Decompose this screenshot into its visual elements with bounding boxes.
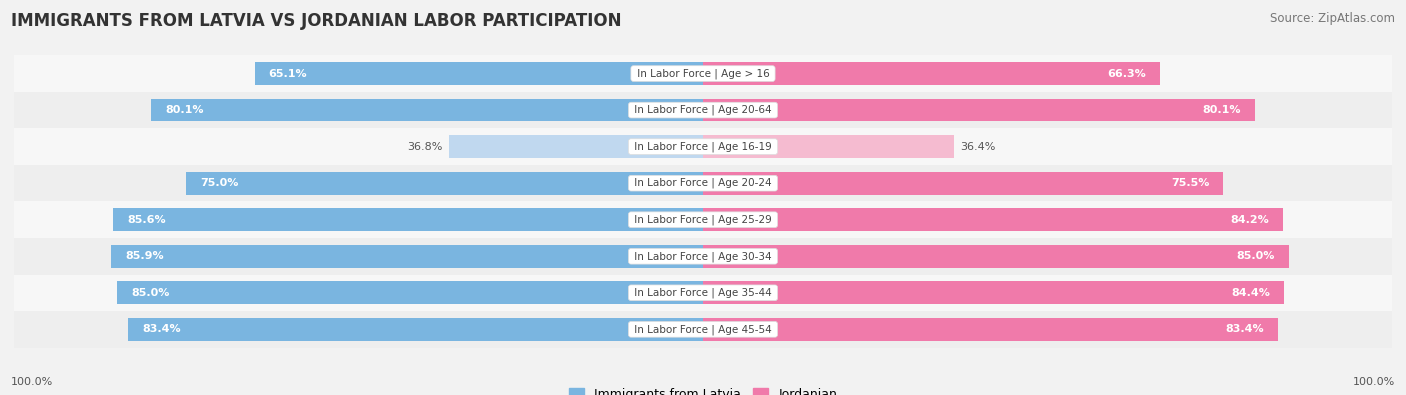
Text: 80.1%: 80.1% bbox=[165, 105, 204, 115]
Text: 36.8%: 36.8% bbox=[408, 142, 443, 152]
Bar bbox=[703, 135, 953, 158]
Bar bbox=[14, 128, 1392, 165]
Text: Source: ZipAtlas.com: Source: ZipAtlas.com bbox=[1270, 12, 1395, 25]
Bar bbox=[703, 209, 1284, 231]
Text: 36.4%: 36.4% bbox=[960, 142, 995, 152]
Text: In Labor Force | Age 20-64: In Labor Force | Age 20-64 bbox=[631, 105, 775, 115]
Text: 84.4%: 84.4% bbox=[1232, 288, 1271, 298]
Text: In Labor Force | Age 30-34: In Labor Force | Age 30-34 bbox=[631, 251, 775, 261]
Text: 83.4%: 83.4% bbox=[1225, 324, 1264, 334]
Bar bbox=[703, 282, 1285, 304]
Bar bbox=[703, 62, 1160, 85]
Bar bbox=[152, 99, 703, 121]
Bar bbox=[703, 172, 1223, 194]
Bar bbox=[14, 55, 1392, 92]
Text: 100.0%: 100.0% bbox=[11, 377, 53, 387]
Bar bbox=[117, 282, 703, 304]
Bar bbox=[450, 135, 703, 158]
Text: 75.0%: 75.0% bbox=[200, 178, 239, 188]
Text: 85.0%: 85.0% bbox=[131, 288, 170, 298]
Text: 83.4%: 83.4% bbox=[142, 324, 181, 334]
Bar bbox=[14, 201, 1392, 238]
Bar bbox=[14, 238, 1392, 275]
Text: In Labor Force | Age > 16: In Labor Force | Age > 16 bbox=[634, 68, 772, 79]
Text: 85.9%: 85.9% bbox=[125, 251, 163, 261]
Text: 80.1%: 80.1% bbox=[1202, 105, 1241, 115]
Text: 65.1%: 65.1% bbox=[269, 69, 307, 79]
Bar bbox=[703, 245, 1289, 267]
Bar bbox=[14, 311, 1392, 348]
Bar bbox=[186, 172, 703, 194]
Text: In Labor Force | Age 20-24: In Labor Force | Age 20-24 bbox=[631, 178, 775, 188]
Text: 100.0%: 100.0% bbox=[1353, 377, 1395, 387]
Text: 84.2%: 84.2% bbox=[1230, 215, 1270, 225]
Text: 85.6%: 85.6% bbox=[127, 215, 166, 225]
Text: In Labor Force | Age 45-54: In Labor Force | Age 45-54 bbox=[631, 324, 775, 335]
Legend: Immigrants from Latvia, Jordanian: Immigrants from Latvia, Jordanian bbox=[564, 383, 842, 395]
Text: IMMIGRANTS FROM LATVIA VS JORDANIAN LABOR PARTICIPATION: IMMIGRANTS FROM LATVIA VS JORDANIAN LABO… bbox=[11, 12, 621, 30]
Text: 75.5%: 75.5% bbox=[1171, 178, 1209, 188]
Bar bbox=[14, 92, 1392, 128]
Bar bbox=[14, 165, 1392, 201]
Text: In Labor Force | Age 16-19: In Labor Force | Age 16-19 bbox=[631, 141, 775, 152]
Bar bbox=[254, 62, 703, 85]
Text: 66.3%: 66.3% bbox=[1108, 69, 1146, 79]
Bar bbox=[111, 245, 703, 267]
Bar bbox=[114, 209, 703, 231]
Bar bbox=[703, 318, 1278, 340]
Bar bbox=[128, 318, 703, 340]
Text: In Labor Force | Age 25-29: In Labor Force | Age 25-29 bbox=[631, 214, 775, 225]
Bar bbox=[14, 275, 1392, 311]
Text: 85.0%: 85.0% bbox=[1236, 251, 1275, 261]
Text: In Labor Force | Age 35-44: In Labor Force | Age 35-44 bbox=[631, 288, 775, 298]
Bar bbox=[703, 99, 1254, 121]
